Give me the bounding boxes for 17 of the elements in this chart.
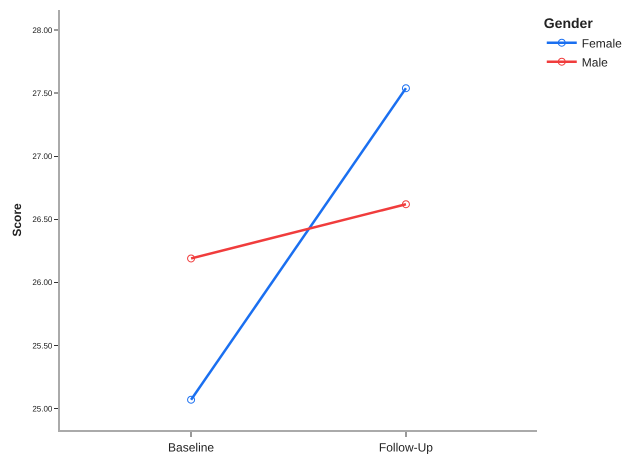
point — [187, 254, 196, 262]
point — [402, 84, 410, 92]
y-tick-label: 27.50 — [32, 89, 53, 98]
y-tick-label: 25.00 — [32, 404, 53, 414]
y-axis-title: Score — [10, 203, 24, 237]
y-tick-label: 26.00 — [32, 278, 53, 288]
y-tick-label: 25.50 — [32, 341, 53, 350]
x-tick-label: Follow-Up — [378, 440, 434, 454]
y-tick-label: 27.00 — [32, 152, 53, 162]
x-tick-label: Baseline — [168, 440, 214, 454]
legend-label: Female — [582, 36, 622, 50]
legend-label: Male — [582, 55, 608, 70]
y-tick-label: 26.50 — [32, 215, 53, 224]
point — [187, 396, 196, 404]
point — [402, 200, 410, 208]
y-tick-label: 28.00 — [32, 26, 53, 35]
legend-title: Gender — [544, 15, 594, 32]
